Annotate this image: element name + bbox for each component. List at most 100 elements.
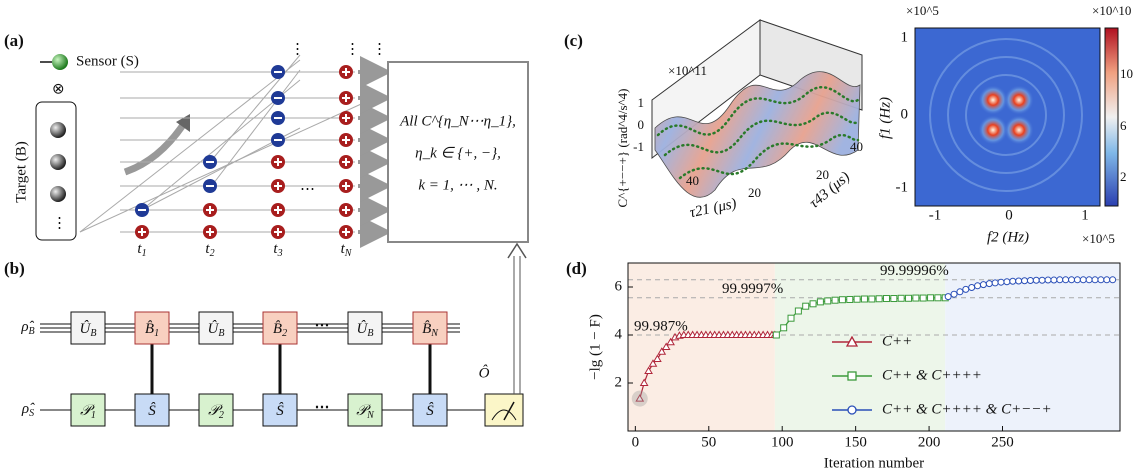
heatmap-peak bbox=[978, 85, 1008, 115]
meter bbox=[491, 409, 517, 421]
marker bbox=[639, 378, 649, 386]
branch bbox=[209, 69, 301, 189]
x-tick-label: 50 bbox=[701, 434, 716, 450]
base: Û bbox=[357, 320, 369, 337]
observable: Ô bbox=[479, 364, 490, 381]
math-label: B̂2 bbox=[273, 321, 287, 339]
tree: ⋯⋮ ⋮⋮t1 t2 t3 tN bbox=[79, 41, 392, 259]
marker bbox=[1085, 276, 1093, 284]
ellipsis: ⋮ bbox=[290, 41, 305, 57]
legend-marker bbox=[847, 371, 857, 381]
branch bbox=[209, 54, 301, 163]
base: t bbox=[137, 241, 142, 257]
target-ball bbox=[50, 154, 66, 170]
subscript: 2 bbox=[210, 248, 215, 259]
colorbar-tick: 10 bbox=[1120, 66, 1133, 81]
panel-label: (d) bbox=[566, 259, 587, 278]
curved-arrow bbox=[123, 120, 188, 176]
subscript: N bbox=[430, 328, 439, 339]
annotation: 99.9997% bbox=[722, 281, 783, 297]
subscript: B bbox=[29, 326, 35, 337]
base: t bbox=[341, 241, 346, 257]
marker bbox=[905, 294, 913, 302]
marker bbox=[890, 295, 898, 303]
math-label: B̂1 bbox=[145, 321, 159, 339]
math-label: Ŝ bbox=[148, 402, 156, 419]
subscript: N bbox=[344, 248, 353, 259]
legend-marker bbox=[847, 405, 857, 415]
math-label: ÛB bbox=[208, 320, 225, 339]
marker bbox=[1079, 276, 1087, 284]
marker bbox=[846, 295, 854, 303]
gate bbox=[70, 393, 106, 427]
marker bbox=[1026, 277, 1034, 285]
result-box bbox=[387, 61, 529, 243]
marker bbox=[816, 298, 824, 306]
x-tick-label: 250 bbox=[991, 434, 1014, 450]
marker bbox=[1009, 277, 1017, 285]
target-ball bbox=[50, 122, 66, 138]
marker bbox=[824, 297, 832, 305]
target-box bbox=[35, 101, 77, 241]
marker bbox=[648, 359, 658, 367]
marker bbox=[853, 295, 861, 303]
map-ytick: 0 bbox=[901, 106, 909, 122]
box-line: η_k ∈ {+, −}, bbox=[415, 145, 501, 161]
marker bbox=[974, 282, 982, 290]
sensor-ball bbox=[52, 54, 68, 70]
base: t bbox=[205, 241, 210, 257]
surface-xlabel: τ21 (μs) bbox=[688, 196, 738, 222]
math-label: tN bbox=[341, 241, 353, 259]
box-line: All C^{η_N⋯η_1}, bbox=[399, 113, 516, 129]
double-arrow-head bbox=[507, 242, 527, 259]
sample-dots bbox=[663, 111, 860, 157]
subscript: 1 bbox=[91, 410, 96, 421]
branch bbox=[79, 59, 301, 233]
marker bbox=[644, 366, 653, 374]
marker bbox=[666, 337, 675, 346]
marker bbox=[1044, 276, 1052, 284]
region bbox=[774, 263, 946, 431]
marker bbox=[868, 295, 876, 303]
subscript: N bbox=[366, 410, 375, 421]
base: Ŝ bbox=[148, 402, 156, 419]
x-axis-label: Iteration number bbox=[824, 455, 924, 471]
ellipsis: ⋮ bbox=[372, 41, 387, 57]
subscript: B bbox=[367, 328, 373, 339]
panel-a: (a) Sensor (S) ⊗ ⋮ Target (B) ⋯⋮ ⋮⋮t1 t2 t3… bbox=[4, 31, 529, 259]
subscript: B bbox=[90, 328, 96, 339]
surface-xtick: 20 bbox=[748, 185, 761, 200]
panel-label: (b) bbox=[4, 259, 25, 278]
panel-label: (a) bbox=[4, 31, 24, 50]
x-tick-label: 200 bbox=[918, 434, 941, 450]
map-xlabel: f2 (Hz) bbox=[987, 229, 1029, 245]
region bbox=[945, 263, 1120, 431]
ellipsis: ⋮ bbox=[345, 41, 360, 57]
surface-ylabel: τ43 (μs) bbox=[806, 169, 853, 212]
map-ylabel: f1 (Hz) bbox=[877, 97, 893, 139]
marker bbox=[1038, 276, 1046, 284]
panel-label: (c) bbox=[564, 31, 583, 50]
surface-ytick: 40 bbox=[850, 139, 863, 154]
base: B̂ bbox=[145, 321, 154, 337]
marker bbox=[912, 294, 920, 302]
gate bbox=[70, 311, 106, 345]
sensor-label: Sensor (S) bbox=[76, 53, 139, 69]
marker bbox=[882, 295, 890, 303]
marker bbox=[787, 314, 795, 322]
marker bbox=[831, 296, 839, 304]
marker bbox=[956, 288, 964, 296]
marker bbox=[1068, 276, 1076, 284]
marker bbox=[635, 394, 645, 402]
math-label: ÛB bbox=[357, 320, 374, 339]
marker bbox=[1097, 276, 1105, 284]
y-axis-label: −lg (1 − F) bbox=[587, 314, 603, 380]
map-ytick: 1 bbox=[901, 29, 909, 45]
plot-frame bbox=[627, 262, 1121, 432]
gate bbox=[134, 311, 170, 345]
marker bbox=[1103, 276, 1111, 284]
math-label: B̂N bbox=[422, 321, 439, 339]
subscript: 3 bbox=[277, 248, 283, 259]
heatmap-peak bbox=[1004, 115, 1034, 145]
